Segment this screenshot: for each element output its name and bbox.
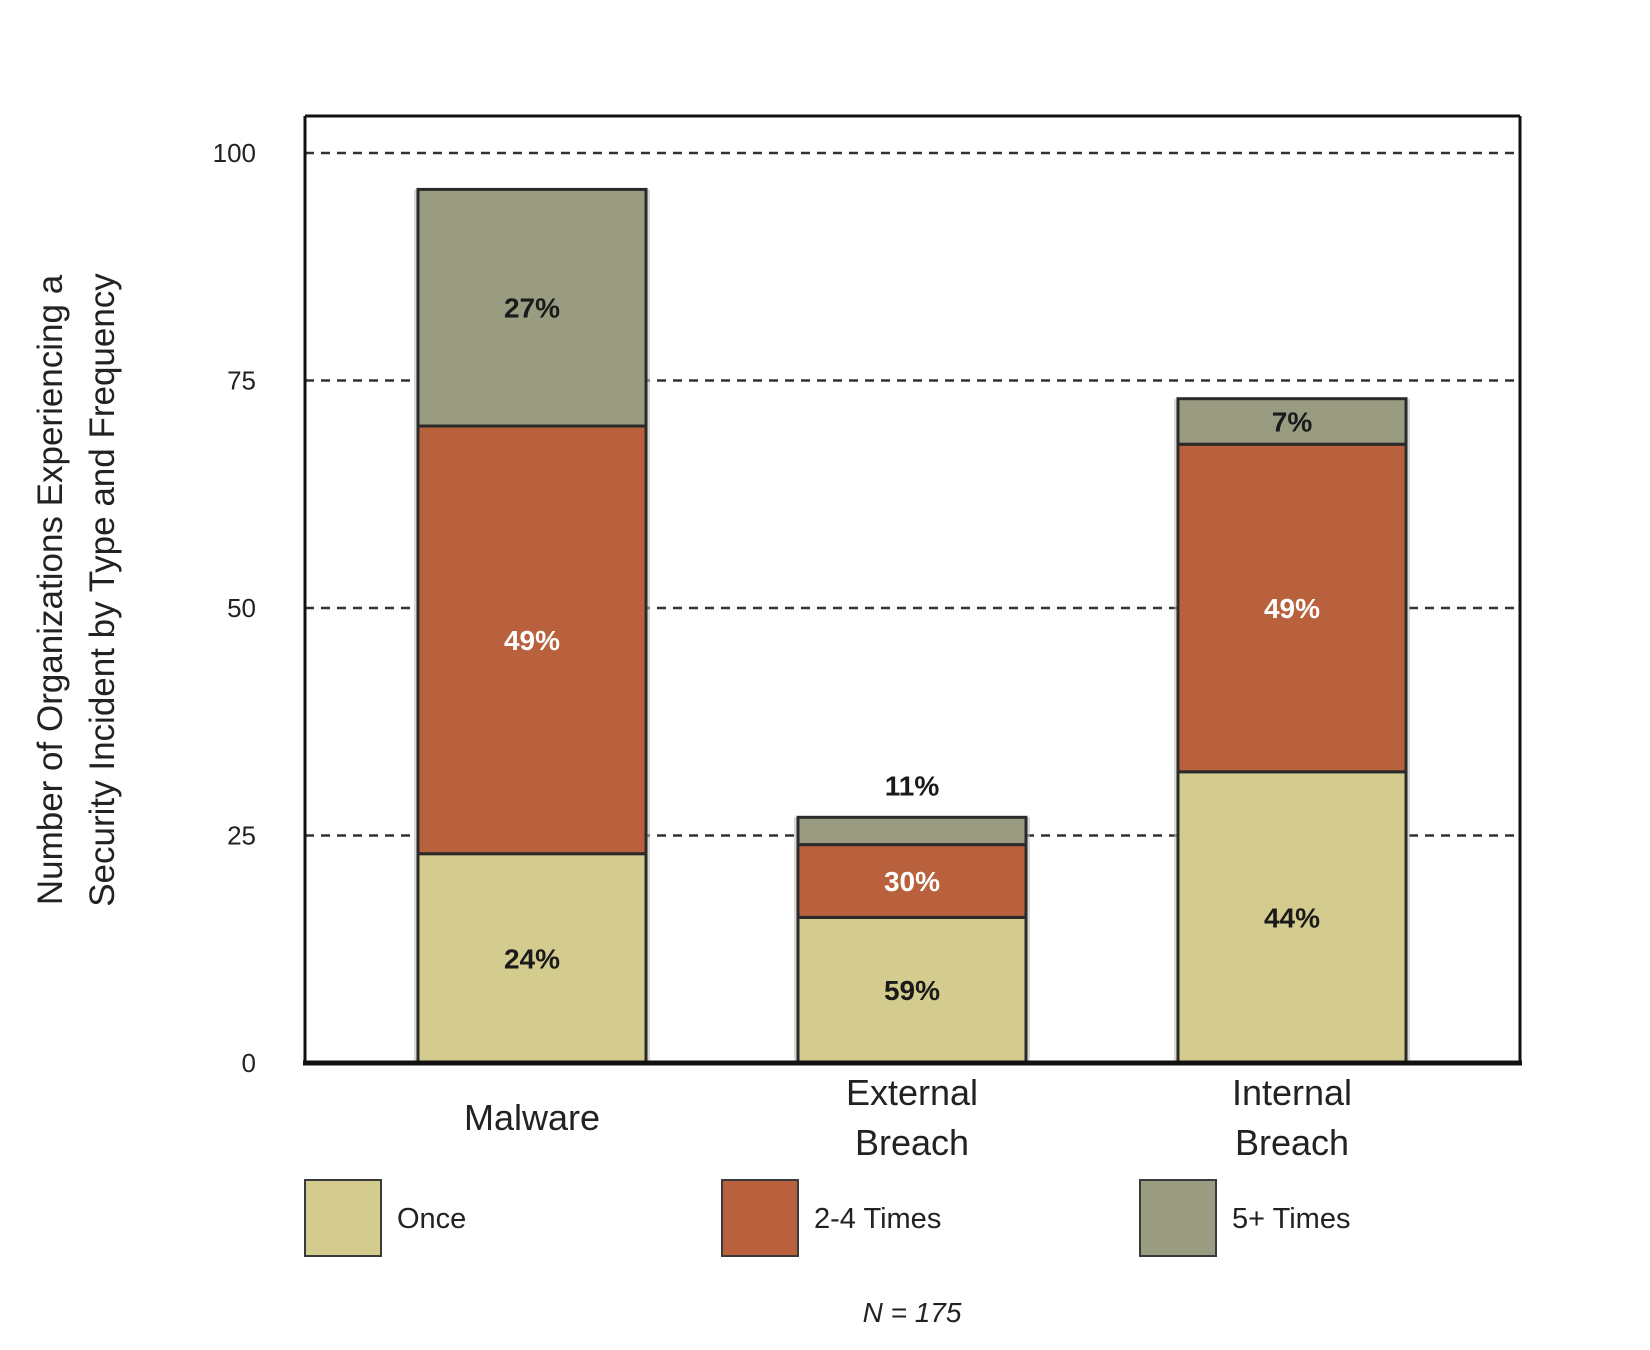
- data-label-1-1: 30%: [884, 866, 940, 897]
- bar-segment-0-0: [416, 852, 648, 1065]
- data-label-0-1: 49%: [504, 625, 560, 656]
- bar-segment-2-2: [1176, 397, 1408, 446]
- category-label-2-1: Breach: [1235, 1122, 1349, 1163]
- bar-segment-1-2: [796, 815, 1028, 847]
- category-labels: Malware External Breach Internal Breach: [464, 1072, 1352, 1163]
- bars: [414, 187, 1410, 1065]
- legend-label-2: 5+ Times: [1232, 1203, 1350, 1235]
- y-tick-label-100: 100: [213, 138, 256, 168]
- plot-frame: [303, 114, 1522, 1066]
- bar-segment-2-0: [1176, 770, 1408, 1065]
- legend-swatch-0: [304, 1179, 382, 1257]
- y-tick-label-75: 75: [227, 366, 256, 396]
- sample-size-note: N = 175: [863, 1297, 962, 1328]
- category-label-0-0: Malware: [464, 1097, 600, 1138]
- legend-swatch-2: [1139, 1179, 1217, 1257]
- bar-segment-2-1: [1176, 442, 1408, 774]
- legend-label-1: 2-4 Times: [814, 1203, 941, 1235]
- data-label-2-0: 44%: [1264, 902, 1320, 933]
- y-tick-labels: 0 25 50 75 100: [213, 138, 256, 1078]
- data-label-2-2: 7%: [1272, 406, 1313, 437]
- bar-segment-1-1: [796, 843, 1028, 919]
- y-axis-title: Number of Organizations Experiencing a Se…: [31, 273, 122, 907]
- bar-segment-0-2: [416, 187, 648, 428]
- y-tick-label-50: 50: [227, 593, 256, 623]
- legend-swatch-1: [721, 1179, 799, 1257]
- y-tick-label-0: 0: [242, 1048, 256, 1078]
- category-label-2-0: Internal: [1232, 1072, 1352, 1113]
- data-label-0-0: 24%: [504, 943, 560, 974]
- segment-labels: 24% 49% 27% 59% 30% 11% 44% 49% 7%: [504, 293, 1320, 1007]
- sample-size-label: N = 175: [863, 1297, 962, 1328]
- y-axis-title-line-0: Number of Organizations Experiencing a: [31, 274, 70, 905]
- data-label-1-0: 59%: [884, 975, 940, 1006]
- y-axis-title-line-1: Security Incident by Type and Frequency: [83, 273, 122, 907]
- category-label-1-0: External: [846, 1072, 978, 1113]
- data-label-1-2: 11%: [885, 770, 940, 801]
- legend-label-0: Once: [397, 1203, 466, 1235]
- category-label-1-1: Breach: [855, 1122, 969, 1163]
- legend: Once 2-4 Times 5+ Times: [304, 1179, 1350, 1257]
- data-label-0-2: 27%: [504, 293, 560, 324]
- y-tick-label-25: 25: [227, 821, 256, 851]
- data-label-2-1: 49%: [1264, 593, 1320, 624]
